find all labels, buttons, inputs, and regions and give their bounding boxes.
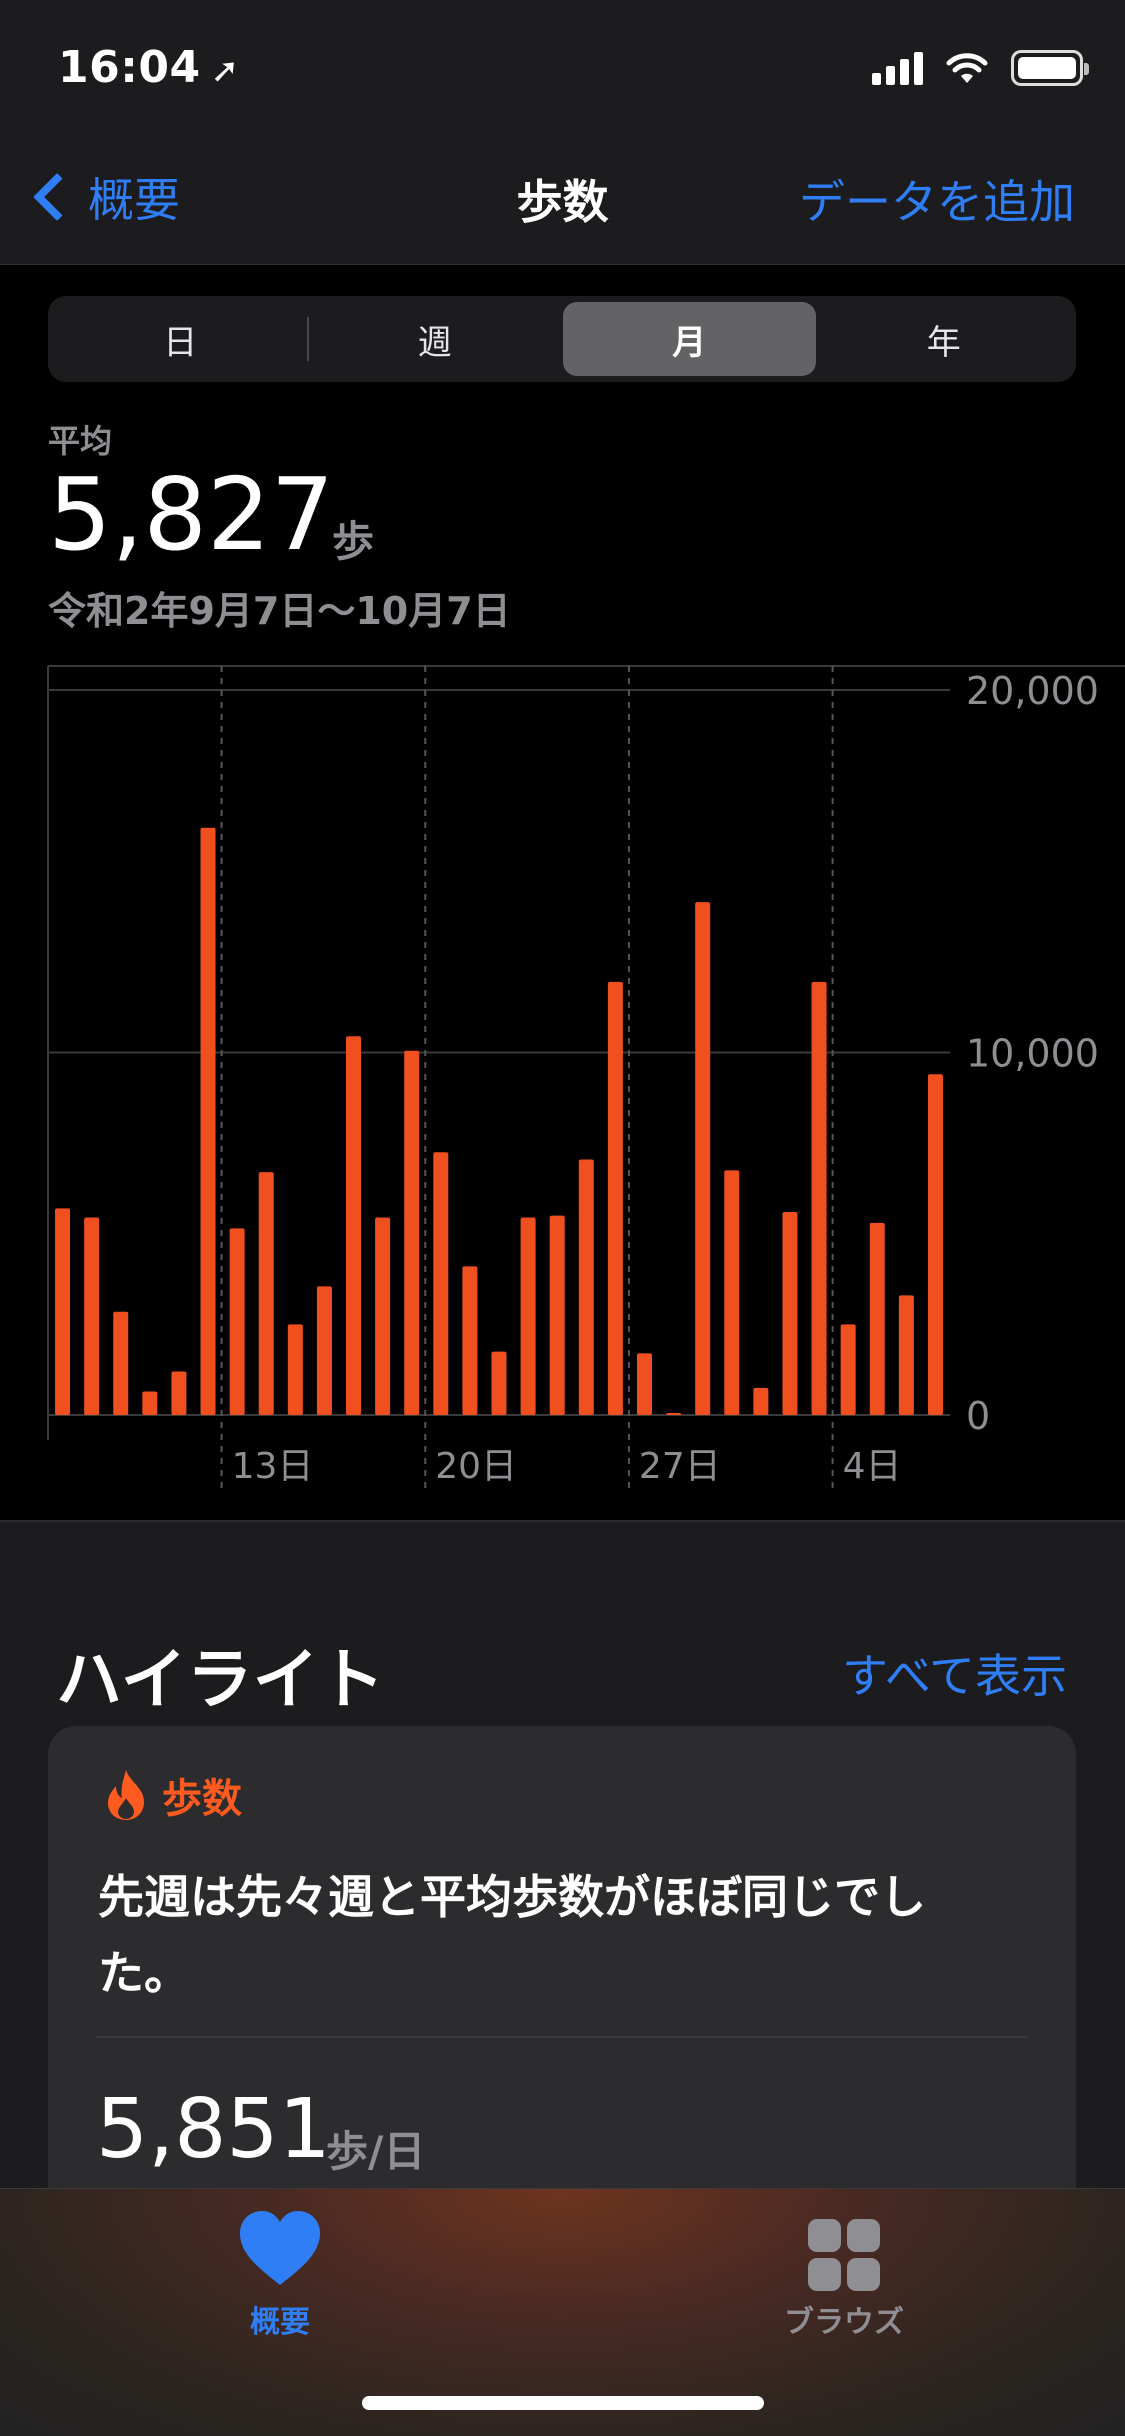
period-segmented-control: 日 週 月 年 (48, 296, 1076, 382)
card-unit: 歩/日 (326, 2127, 426, 2176)
home-indicator (362, 2396, 764, 2410)
chart-bar (782, 1212, 798, 1415)
chart-bar (753, 1387, 769, 1415)
show-all-link[interactable]: すべて表示 (842, 1649, 1067, 1703)
chart-bar (724, 1170, 740, 1415)
chart-bar (462, 1266, 478, 1415)
grid-icon (808, 2219, 880, 2291)
chart-bar (346, 1036, 362, 1415)
add-data-button[interactable]: データを追加 (799, 175, 1075, 229)
x-tick-label: 13日 (232, 1446, 314, 1487)
segment-year[interactable]: 年 (926, 322, 961, 363)
location-arrow-icon: ➚ (210, 51, 240, 91)
chart-bar (549, 1215, 565, 1415)
date-range: 令和2年9月7日〜10月7日 (48, 589, 511, 633)
card-message: 先週は先々週と平均歩数がほぼ同じでした。 (98, 1870, 926, 2000)
segment-day[interactable]: 日 (163, 322, 198, 363)
flame-icon (108, 1770, 144, 1820)
highlight-card[interactable]: 歩数 先週は先々週と平均歩数がほぼ同じでした。 5,851 歩/日 (48, 1726, 1076, 2246)
x-tick-label: 4日 (843, 1446, 902, 1487)
status-time: 16:04 ➚ (58, 42, 240, 93)
back-button-label: 概要 (88, 173, 180, 227)
average-value: 5,827 (48, 456, 335, 573)
wifi-icon (946, 53, 988, 83)
card-divider (96, 2036, 1028, 2038)
card-value: 5,851 (96, 2082, 331, 2177)
segment-week[interactable]: 週 (417, 322, 452, 363)
chart-bar (404, 1050, 420, 1415)
heart-icon (240, 2211, 320, 2285)
battery-icon (1011, 50, 1089, 86)
chart-divider (0, 1520, 1125, 1522)
status-icons (872, 48, 1089, 88)
chart-bar (927, 1074, 943, 1415)
segment-divider (306, 317, 309, 361)
chart-bar (520, 1217, 536, 1415)
x-tick-label: 20日 (435, 1446, 517, 1487)
y-tick-label: 20,000 (966, 669, 1099, 713)
chart-bar (316, 1286, 332, 1415)
signal-icon (872, 51, 923, 85)
chart-bar (113, 1311, 129, 1415)
chart-bar (433, 1152, 449, 1415)
x-tick-label: 27日 (639, 1446, 721, 1487)
tab-browse-label: ブラウズ (784, 2305, 904, 2340)
chart-bar (695, 902, 711, 1415)
average-label: 平均 (48, 422, 113, 460)
segment-month[interactable]: 月 (563, 302, 816, 376)
card-category: 歩数 (162, 1776, 242, 1822)
chart-bar (84, 1217, 100, 1415)
chart-bar (375, 1217, 391, 1415)
tab-bar: 概要 ブラウズ (0, 2188, 1125, 2436)
chart-bar (258, 1172, 274, 1415)
tab-summary-label: 概要 (250, 2305, 310, 2340)
chart-bar (666, 1413, 682, 1415)
tab-browse[interactable]: ブラウズ (694, 2209, 994, 2341)
chart-bar (869, 1222, 885, 1415)
chart-bar (287, 1324, 303, 1415)
chart-bar (200, 827, 216, 1415)
y-tick-label: 0 (966, 1394, 990, 1438)
chart-bar (142, 1391, 158, 1415)
steps-bar-chart[interactable]: 20,000 10,000 0 13日 20日 27日 4日 (0, 660, 1125, 1500)
tab-summary[interactable]: 概要 (130, 2209, 430, 2341)
chart-bar (578, 1159, 594, 1415)
chart-bar (840, 1324, 856, 1415)
chart-bar (811, 981, 827, 1415)
chart-bar (898, 1295, 914, 1415)
back-button[interactable]: 概要 (22, 160, 180, 234)
highlights-title: ハイライト (56, 1641, 385, 1718)
chart-bar (636, 1353, 652, 1415)
card-header: 歩数 (104, 1766, 242, 1824)
chart-bar (171, 1371, 187, 1415)
top-bar: 16:04 ➚ 概要 歩数 データを追加 (0, 0, 1125, 265)
chart-bar (607, 981, 623, 1415)
y-tick-label: 10,000 (966, 1032, 1099, 1076)
chart-bar (491, 1351, 507, 1415)
chart-bar (229, 1228, 245, 1415)
page-title: 歩数 (516, 175, 609, 229)
average-unit: 歩 (332, 517, 375, 566)
chart-bar (55, 1208, 71, 1415)
status-time-text: 16:04 (58, 42, 201, 93)
